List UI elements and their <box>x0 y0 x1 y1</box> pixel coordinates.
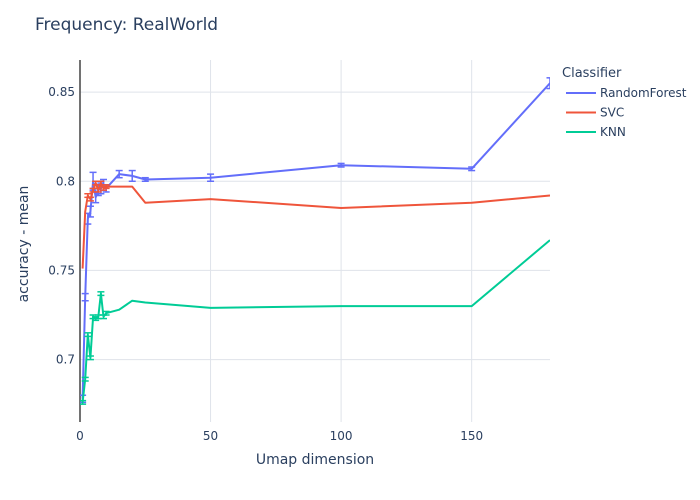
y-tick-label: 0.8 <box>56 174 75 188</box>
y-tick-label: 0.7 <box>56 353 75 367</box>
x-tick-label: 0 <box>76 429 84 443</box>
legend-item-label: SVC <box>600 106 624 120</box>
error-bar <box>81 292 89 302</box>
legend-item-label: KNN <box>600 125 626 139</box>
error-bar <box>86 205 94 218</box>
error-bar <box>94 187 102 193</box>
error-bar <box>468 166 476 172</box>
y-axis-title: accuracy - mean <box>16 186 32 303</box>
x-axis-title: Umap dimension <box>256 452 374 468</box>
error-bar <box>128 169 136 183</box>
x-tick-label: 50 <box>203 429 218 443</box>
series-line-randomforest <box>81 82 550 399</box>
grid <box>79 60 550 422</box>
axis-ticks: 0 50 100 150 0.7 0.75 0.8 0.85 <box>48 85 483 443</box>
error-bar <box>141 176 149 183</box>
series-group <box>80 77 550 405</box>
error-bar <box>337 162 345 168</box>
legend: Classifier RandomForest SVC KNN <box>562 66 687 139</box>
error-bar <box>84 332 92 338</box>
error-bar <box>115 169 123 179</box>
error-bar <box>80 399 87 405</box>
error-bar <box>102 184 110 190</box>
legend-item-label: RandomForest <box>600 86 687 100</box>
x-tick-label: 150 <box>460 429 483 443</box>
series-line-knn <box>81 239 550 403</box>
series-line-svc <box>81 182 550 269</box>
y-tick-label: 0.85 <box>48 85 75 99</box>
error-bar <box>81 376 89 382</box>
legend-title: Classifier <box>562 66 622 81</box>
y-tick-label: 0.75 <box>48 263 75 277</box>
error-bar <box>86 196 94 202</box>
error-bar <box>546 77 550 90</box>
error-bar <box>86 355 94 361</box>
error-bar <box>102 310 110 316</box>
error-bar <box>207 173 215 183</box>
chart-title: Frequency: RealWorld <box>35 15 218 35</box>
plot-area <box>80 77 550 405</box>
error-bar <box>97 291 105 297</box>
x-tick-label: 100 <box>330 429 353 443</box>
